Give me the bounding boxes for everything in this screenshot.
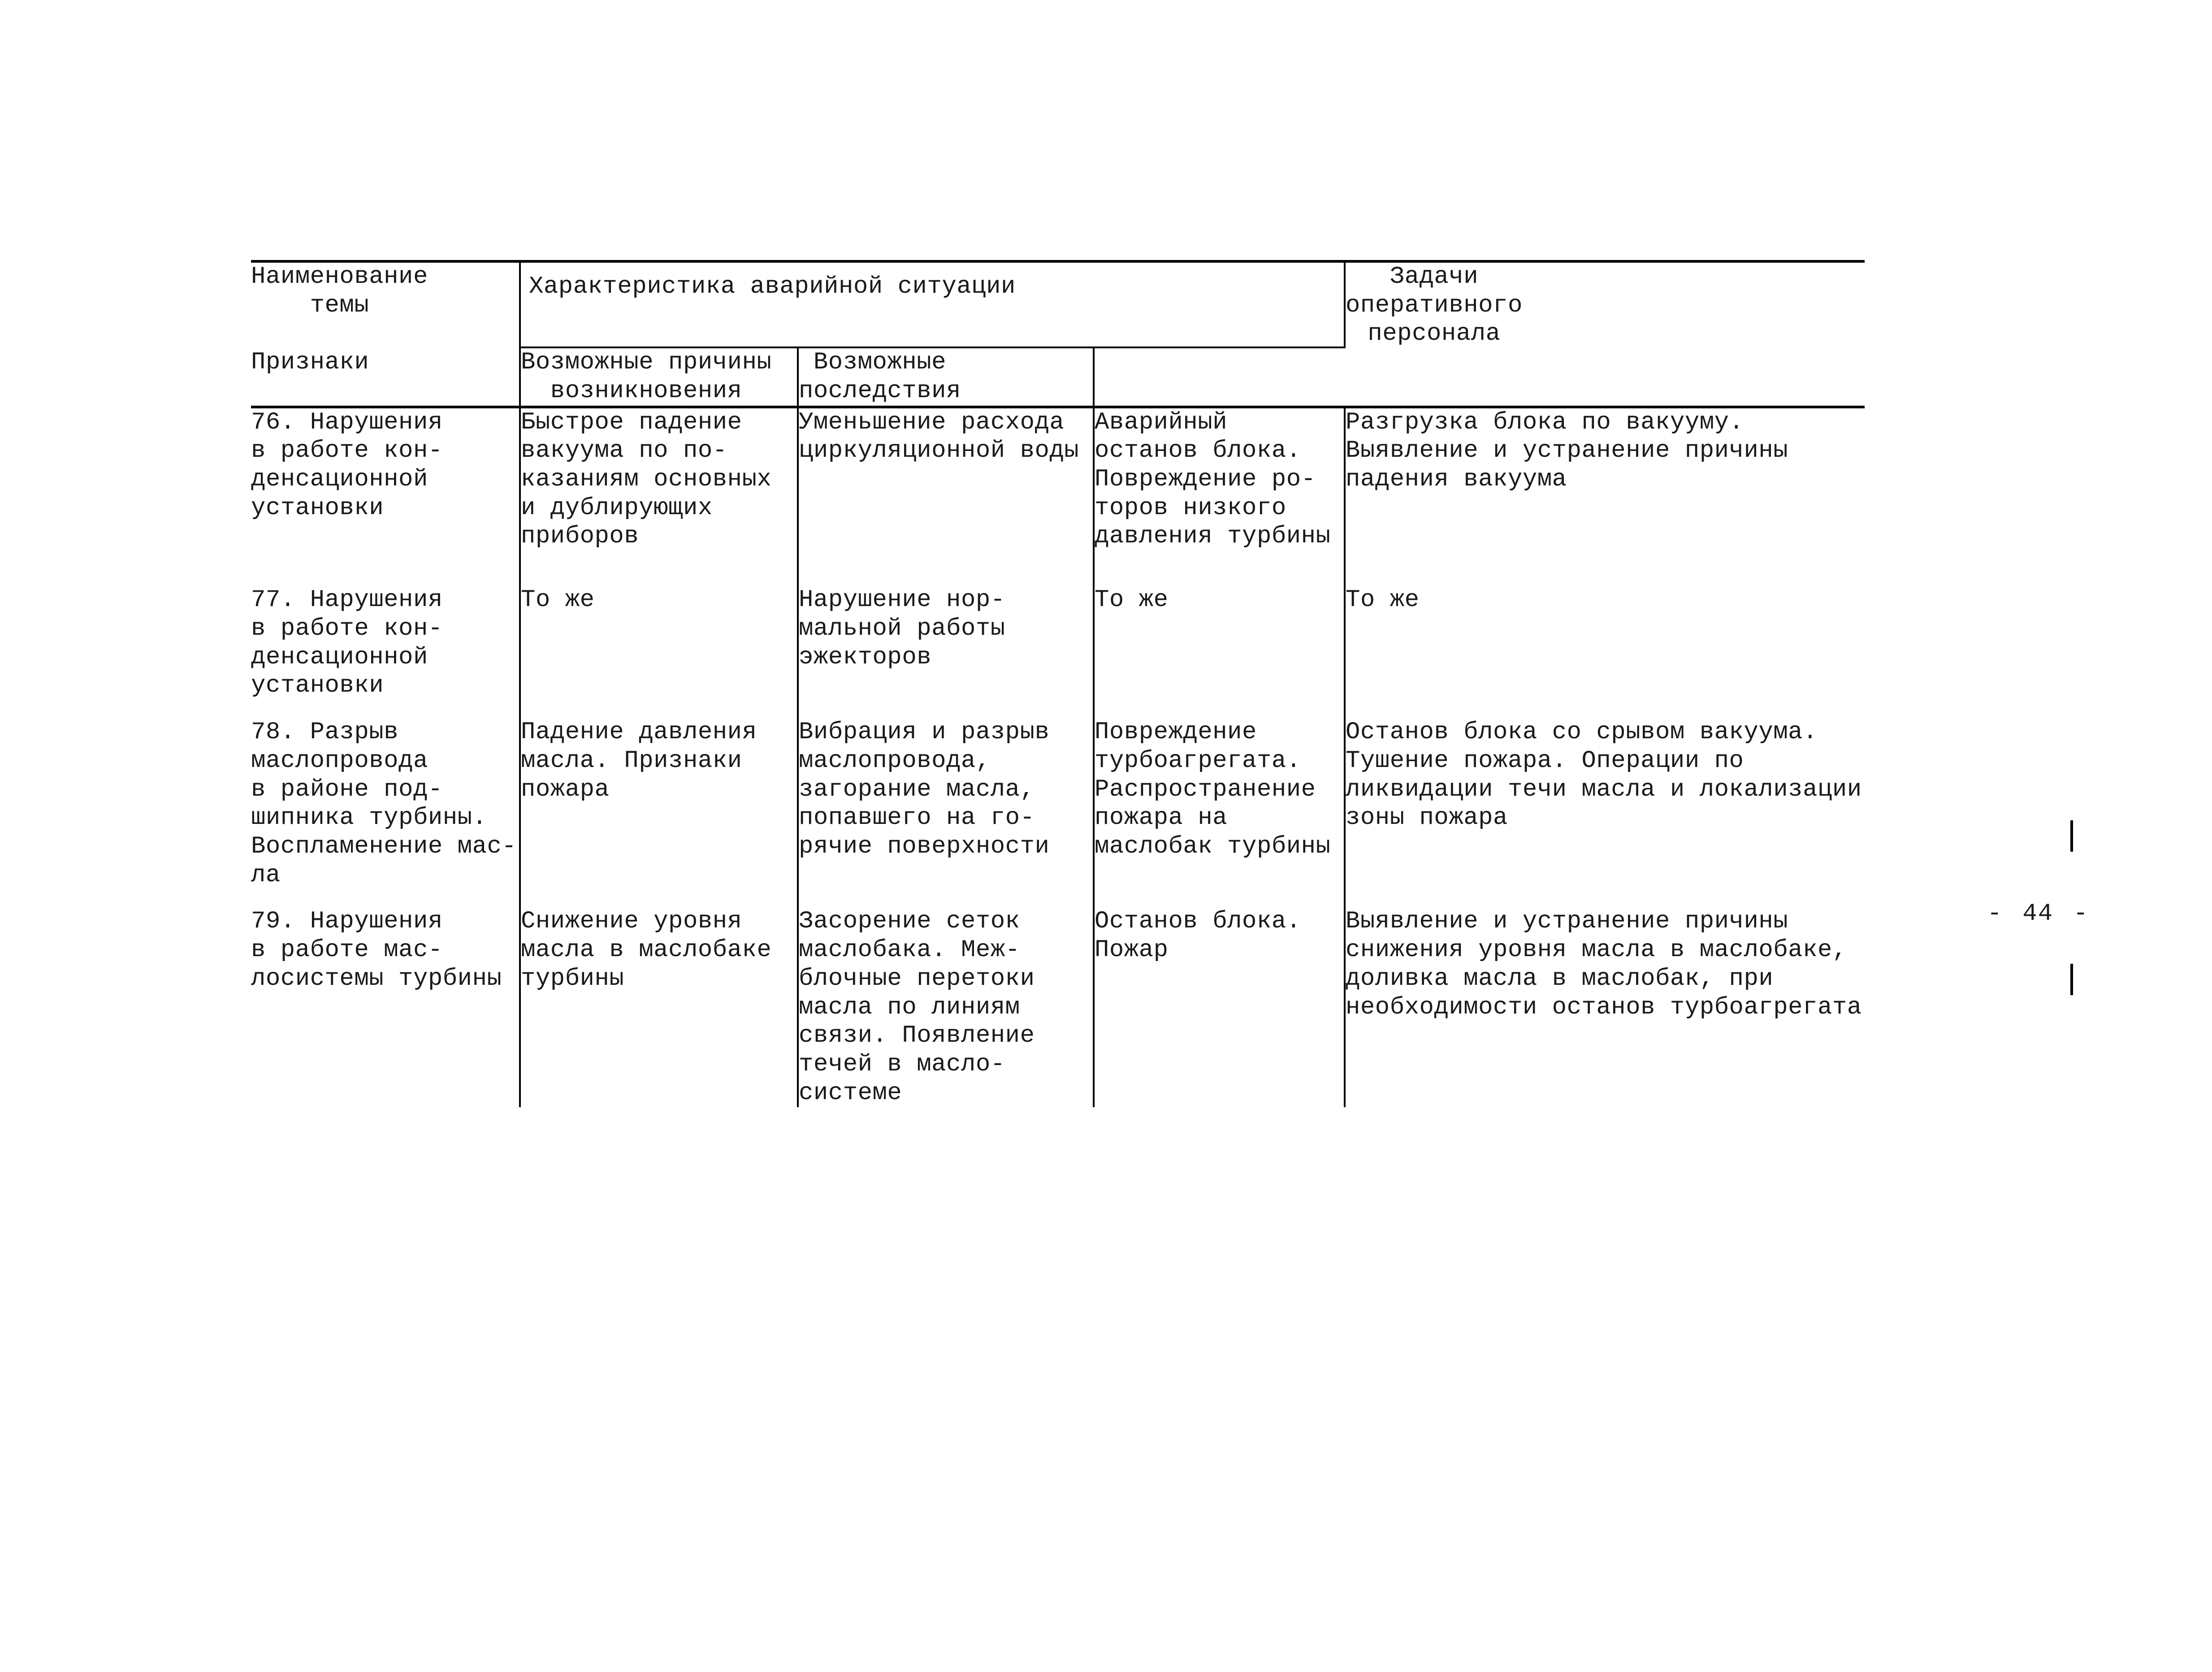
cell-consequences-text: Повреждение турбоагрега­та. Распро­стран… [1095, 718, 1344, 861]
cell-topic: 77. Нарушения в работе кон­денсационной … [251, 569, 520, 700]
margin-tick-top [2070, 820, 2073, 852]
header-group: Характеристика аварийной ситуации [520, 263, 1345, 347]
header-tasks-l1: Задачи [1390, 263, 1478, 290]
page-number-value: 44 [2022, 900, 2053, 927]
header-consequences-l2: последствия [799, 377, 961, 405]
cell-topic-text: 76. Нарушения в работе кон­денсационной … [251, 408, 519, 523]
cell-topic-text: 79. Нарушения в работе мас­лосистемы тур… [251, 907, 519, 993]
header-tasks-l2: оперативного [1346, 292, 1523, 319]
cell-tasks: То же [1345, 569, 1865, 700]
table-row: 77. Нарушения в работе кон­денсационной … [251, 569, 1865, 700]
cell-consequences-text: То же [1095, 586, 1344, 615]
dash-icon: - [2069, 902, 2093, 926]
cell-causes-text: Нарушение нор­мальной работы эжекторов [799, 586, 1093, 671]
header-signs: Признаки [251, 348, 520, 407]
header-tasks: Задачи оперативного персонала [1345, 263, 1865, 348]
table-header-row-2: Признаки Возможные причины возникновения… [251, 348, 1865, 407]
header-tasks-l3: персонала [1368, 320, 1500, 347]
cell-causes: Засорение сеток маслобака. Меж­блочные п… [798, 907, 1094, 1107]
table-row: 76. Нарушения в работе кон­денсационной … [251, 408, 1865, 551]
cell-tasks-text: Разгрузка блока по вакууму. Выявление и … [1346, 408, 1865, 494]
cell-signs-text: То же [521, 586, 797, 615]
cell-consequences: Останов бло­ка. Пожар [1094, 907, 1345, 1107]
cell-tasks-text: Останов блока со срывом ва­куума. Тушени… [1346, 718, 1865, 832]
header-consequences-l1: Возможные [814, 349, 946, 376]
cell-signs: То же [520, 569, 798, 700]
cell-tasks: Разгрузка блока по вакууму. Выявление и … [1345, 408, 1865, 551]
page-number: - 44 - [1983, 902, 2093, 926]
document-page: Наименование темы Характеристика аварийн… [251, 260, 1865, 1107]
margin-tick-bottom [2070, 964, 2073, 995]
header-causes-l2: возникновения [550, 377, 742, 405]
cell-causes: Уменьшение рас­хода циркуля­ционной воды [798, 408, 1094, 551]
header-group-label: Характеристика аварийной ситуации [529, 273, 1016, 300]
cell-tasks-text: Выявление и устранение при­чины снижения… [1346, 907, 1865, 1022]
header-signs-label: Признаки [251, 349, 369, 376]
table-header-row-1: Наименование темы Характеристика аварийн… [251, 263, 1865, 347]
cell-causes-text: Вибрация и раз­рыв маслопровода, загоран… [799, 718, 1093, 861]
cell-tasks: Останов блока со срывом ва­куума. Тушени… [1345, 718, 1865, 889]
cell-topic-text: 77. Нарушения в работе кон­денсационной … [251, 586, 519, 700]
cell-consequences: Повреждение турбоагрега­та. Распро­стран… [1094, 718, 1345, 889]
header-topic-l1: Наименование [251, 263, 428, 290]
cell-signs: Снижение уров­ня масла в маслобаке тур­б… [520, 907, 798, 1107]
header-causes-l1: Возможные причины [521, 349, 771, 376]
situations-table: Наименование темы Характеристика аварийн… [251, 260, 1865, 1107]
cell-consequences: То же [1094, 569, 1345, 700]
table-row: 79. Нарушения в работе мас­лосистемы тур… [251, 907, 1865, 1107]
cell-signs-text: Падение давле­ния масла. Признаки пожа­р… [521, 718, 797, 804]
cell-causes: Нарушение нор­мальной работы эжекторов [798, 569, 1094, 700]
cell-tasks-text: То же [1346, 586, 1865, 615]
cell-consequences-text: Аварийный останов блока. Пов­реждение ро… [1095, 408, 1344, 551]
cell-signs-text: Снижение уров­ня масла в маслобаке тур­б… [521, 907, 797, 993]
header-topic: Наименование темы [251, 263, 520, 348]
cell-causes-text: Засорение сеток маслобака. Меж­блочные п… [799, 907, 1093, 1107]
cell-topic: 78. Разрыв маслопровода в районе под­шип… [251, 718, 520, 889]
cell-topic: 79. Нарушения в работе мас­лосистемы тур… [251, 907, 520, 1107]
header-topic-l2: темы [310, 292, 369, 319]
cell-consequences: Аварийный останов блока. Пов­реждение ро… [1094, 408, 1345, 551]
cell-topic-text: 78. Разрыв маслопровода в районе под­шип… [251, 718, 519, 889]
cell-signs: Падение давле­ния масла. Признаки пожа­р… [520, 718, 798, 889]
header-consequences: Возможные последствия [798, 348, 1094, 407]
cell-causes: Вибрация и раз­рыв маслопровода, загоран… [798, 718, 1094, 889]
cell-topic: 76. Нарушения в работе кон­денсационной … [251, 408, 520, 551]
cell-tasks: Выявление и устранение при­чины снижения… [1345, 907, 1865, 1107]
cell-causes-text: Уменьшение рас­хода циркуля­ционной воды [799, 408, 1093, 465]
cell-signs: Быстрое падение вакуума по по­казаниям о… [520, 408, 798, 551]
header-causes: Возможные причины возникновения [520, 348, 798, 407]
dash-icon: - [1983, 902, 2007, 926]
cell-consequences-text: Останов бло­ка. Пожар [1095, 907, 1344, 964]
table-row: 78. Разрыв маслопровода в районе под­шип… [251, 718, 1865, 889]
cell-signs-text: Быстрое падение вакуума по по­казаниям о… [521, 408, 797, 551]
